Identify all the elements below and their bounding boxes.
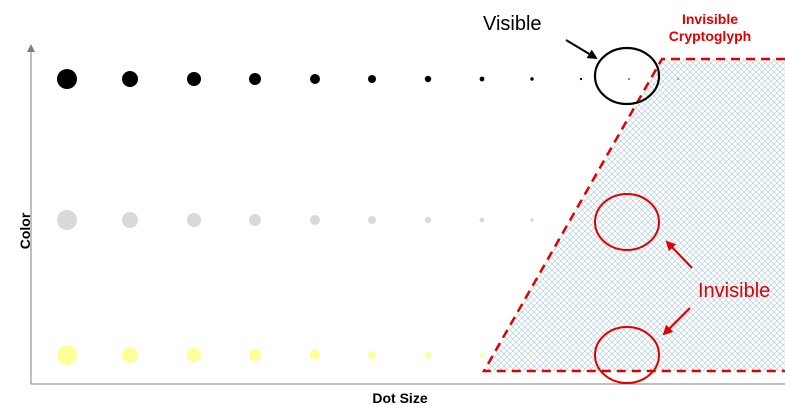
invisible-label: Invisible bbox=[698, 280, 771, 302]
dot bbox=[310, 350, 320, 360]
dot bbox=[424, 216, 432, 224]
invisible-arrow-upper bbox=[665, 240, 693, 269]
visible-circle bbox=[593, 46, 661, 106]
dot bbox=[368, 75, 376, 83]
invisible-region-boundary bbox=[481, 57, 785, 373]
invisible-cryptoglyph-label-line2: Cryptoglyph bbox=[668, 27, 752, 44]
dot bbox=[530, 218, 534, 222]
dot bbox=[530, 353, 534, 357]
invisible-cryptoglyph-label: Invisible Cryptoglyph bbox=[640, 11, 780, 45]
visible-arrow bbox=[565, 39, 598, 60]
dot bbox=[530, 77, 534, 81]
dot bbox=[677, 78, 679, 80]
dot-row-gray bbox=[57, 210, 583, 230]
dot bbox=[310, 74, 320, 84]
dot bbox=[187, 348, 201, 362]
dot bbox=[479, 217, 485, 223]
dot bbox=[479, 352, 485, 358]
dot bbox=[579, 218, 583, 222]
y-axis-label: Color bbox=[17, 212, 33, 250]
dot bbox=[628, 78, 630, 80]
dot bbox=[310, 215, 320, 225]
dot bbox=[249, 73, 261, 85]
visible-label: Visible bbox=[483, 13, 542, 35]
invisible-circle-yellow bbox=[594, 326, 660, 384]
dot bbox=[187, 72, 201, 86]
dot bbox=[122, 71, 138, 87]
dot bbox=[249, 214, 261, 226]
dot bbox=[57, 345, 77, 365]
dot bbox=[57, 210, 77, 230]
invisible-cryptoglyph-label-line1: Invisible bbox=[681, 11, 739, 27]
dot bbox=[187, 213, 201, 227]
dot-row-black bbox=[57, 69, 679, 89]
dot bbox=[424, 75, 432, 83]
dot bbox=[122, 347, 138, 363]
dot bbox=[424, 351, 432, 359]
dot bbox=[122, 212, 138, 228]
invisible-arrow-lower bbox=[662, 307, 691, 336]
dot bbox=[579, 77, 583, 81]
dot bbox=[249, 349, 261, 361]
dot bbox=[479, 76, 485, 82]
dot bbox=[368, 351, 376, 359]
dot-row-yellow bbox=[57, 345, 534, 365]
invisible-circle-gray bbox=[594, 193, 660, 251]
x-axis-label: Dot Size bbox=[372, 390, 428, 406]
dot bbox=[368, 216, 376, 224]
invisible-region bbox=[484, 59, 785, 371]
dot bbox=[57, 69, 77, 89]
